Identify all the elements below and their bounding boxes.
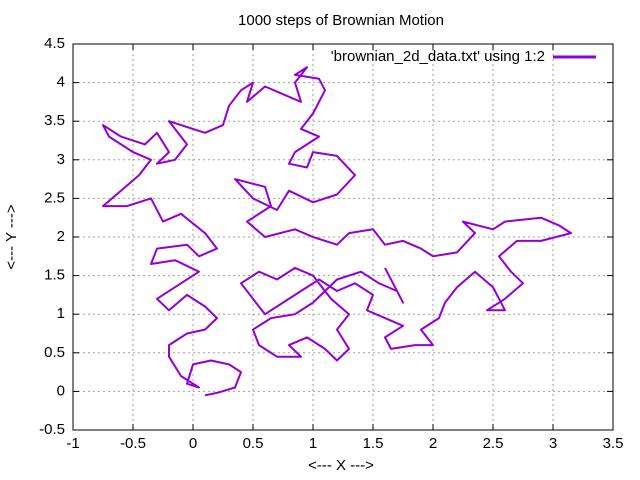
y-tick-label: 1	[57, 305, 65, 322]
y-tick-label: 4	[57, 74, 65, 91]
chart-title: 1000 steps of Brownian Motion	[238, 12, 444, 29]
y-tick-label: 0	[57, 382, 65, 399]
y-axis-label: <--- Y --->	[3, 204, 20, 270]
y-tick-label: 4.5	[44, 35, 65, 52]
y-tick-label: 2	[57, 228, 65, 245]
y-tick-label: 2.5	[44, 189, 65, 206]
x-tick-label: 1	[309, 435, 317, 452]
y-tick-label: -0.5	[39, 421, 65, 438]
x-tick-label: 1.5	[363, 435, 384, 452]
x-tick-label: -0.5	[120, 435, 146, 452]
x-tick-label: -1	[66, 435, 79, 452]
x-tick-label: 3	[549, 435, 557, 452]
series-line	[102, 66, 572, 397]
plot-border	[72, 43, 614, 431]
y-tick-label: 3	[57, 151, 65, 168]
y-tick-label: 3.5	[44, 112, 65, 129]
x-tick-label: 2.5	[483, 435, 504, 452]
x-tick-label: 2	[429, 435, 437, 452]
legend-label: 'brownian_2d_data.txt' using 1:2	[331, 48, 545, 65]
x-axis-label: <--- X --->	[308, 457, 374, 474]
y-tick-label: 1.5	[44, 267, 65, 284]
x-tick-label: 0	[189, 435, 197, 452]
x-tick-label: 3.5	[603, 435, 624, 452]
y-tick-label: 0.5	[44, 344, 65, 361]
x-tick-label: 0.5	[243, 435, 264, 452]
